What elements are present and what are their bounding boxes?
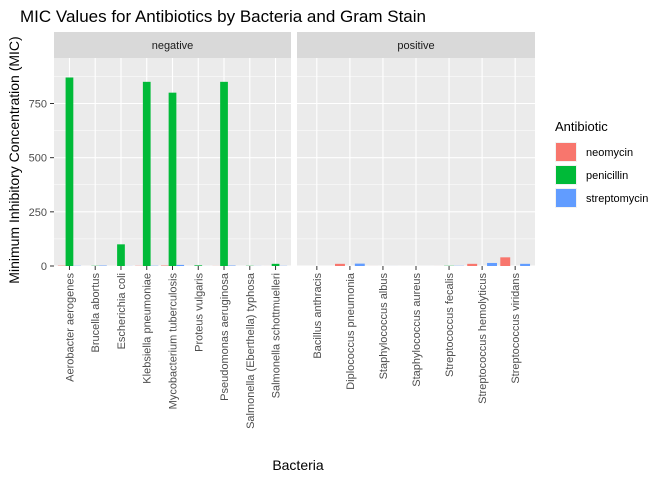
x-axis-title: Bacteria — [272, 457, 324, 473]
bar-streptomycin-streptococcus-viridans — [520, 263, 531, 266]
chart-title: MIC Values for Antibiotics by Bacteria a… — [20, 7, 426, 26]
legend-swatch-penicillin — [556, 166, 576, 184]
bar-penicillin-proteus-vulgaris — [194, 265, 203, 266]
bar-streptomycin-streptococcus-hemolyticus — [487, 262, 497, 266]
bar-penicillin-pseudomonas-aeruginosa — [220, 81, 228, 266]
x-tick-label: Staphylococcus aureus — [411, 273, 423, 387]
x-tick-label: Brucella abortus — [90, 273, 102, 353]
panel-negative: negative Aerobacter aerogenes Brucella abo… — [29, 32, 291, 429]
x-tick-label: Salmonella (Eberthella) typhosa — [245, 272, 257, 429]
y-tick-label: 250 — [29, 207, 47, 219]
x-tick-label: Streptococcus viridans — [510, 273, 522, 384]
legend-swatch-neomycin — [556, 143, 576, 161]
legend-title: Antibiotic — [555, 119, 608, 134]
x-tick-label: Escherichia coli — [116, 273, 128, 349]
facet-strip-label: positive — [397, 40, 434, 52]
y-tick-label: 500 — [29, 153, 47, 165]
legend-label-penicillin: penicillin — [586, 170, 628, 182]
bar-streptomycin-mycobacterium-tuberculosis — [176, 264, 185, 266]
legend-label-streptomycin: streptomycin — [586, 193, 648, 205]
x-tick-label: Streptococcus fecalis — [444, 273, 456, 377]
bar-penicillin-salmonella-schottmuelleri — [271, 263, 280, 266]
y-axis-title: Minimum Inhibitory Concentration (MIC) — [6, 36, 22, 283]
facet-strip-label: negative — [152, 40, 194, 52]
legend: Antibiotic neomycin penicillin streptomyci… — [555, 119, 648, 208]
bar-neomycin-streptococcus-viridans — [500, 257, 511, 266]
legend-label-neomycin: neomycin — [586, 147, 633, 159]
facet-strip — [54, 32, 291, 58]
x-tick-label: Bacillus anthracis — [312, 273, 324, 359]
bar-neomycin-diplococcus-pneumonia — [335, 263, 345, 266]
facet-strip — [297, 32, 535, 58]
chart-panels: negative Aerobacter aerogenes Brucella abo… — [29, 32, 535, 429]
x-tick-label: Klebsiella pneumoniae — [142, 273, 154, 384]
x-tick-label: Pseudomonas aeruginosa — [219, 272, 231, 401]
x-tick-label: Diplococcus pneumonia — [345, 272, 357, 390]
x-tick-label: Staphylococcus albus — [378, 273, 390, 380]
bar-streptomycin-diplococcus-pneumonia — [354, 263, 365, 266]
bar-penicillin-klebsiella-pneumoniae — [142, 81, 151, 266]
panel-positive: positive Bacillus anthracis Diplococcus pn… — [297, 32, 535, 404]
x-tick-label: Aerobacter aerogenes — [64, 273, 76, 382]
x-tick-label: Salmonella schottmuelleri — [271, 273, 283, 398]
bar-penicillin-escherichia-coli — [117, 244, 125, 266]
bar-penicillin-aerobacter-aerogenes — [65, 77, 74, 266]
y-tick-label: 0 — [41, 261, 47, 273]
bar-neomycin-streptococcus-hemolyticus — [467, 263, 478, 266]
legend-swatch-streptomycin — [556, 189, 576, 207]
x-tick-label: Proteus vulgaris — [193, 273, 205, 352]
x-tick-label: Streptococcus hemolyticus — [477, 273, 489, 404]
x-tick-label: Mycobacterium tuberculosis — [168, 273, 180, 410]
y-tick-label: 750 — [29, 99, 47, 111]
bar-penicillin-mycobacterium-tuberculosis — [168, 92, 177, 267]
